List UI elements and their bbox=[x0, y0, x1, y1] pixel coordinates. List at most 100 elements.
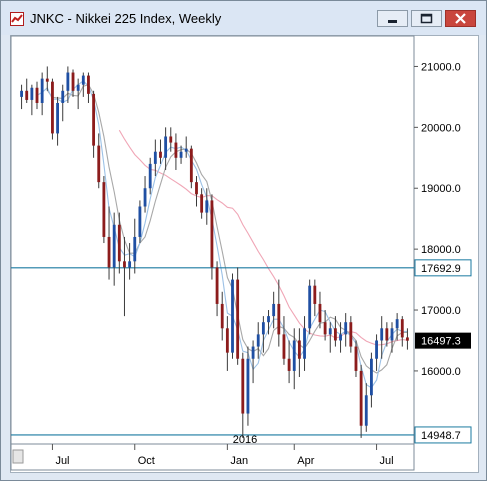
candle-body bbox=[169, 136, 173, 143]
candle-body bbox=[87, 75, 90, 94]
candle-body bbox=[261, 322, 265, 335]
candle-body bbox=[406, 337, 409, 341]
candle-body bbox=[344, 322, 348, 335]
horizontal-line-label-box bbox=[414, 426, 472, 444]
candle-body bbox=[45, 78, 49, 82]
candle-body bbox=[51, 81, 54, 134]
candle-body bbox=[56, 102, 60, 134]
candle-body bbox=[189, 148, 193, 183]
candle-body bbox=[76, 84, 80, 91]
x-tick-label: Jan bbox=[230, 455, 248, 467]
candle-body bbox=[369, 358, 373, 396]
y-tick-label: 21000.0 bbox=[421, 61, 461, 73]
candle-body bbox=[159, 151, 162, 158]
maximize-button[interactable] bbox=[411, 10, 442, 27]
candle-body bbox=[390, 328, 394, 341]
candle-body bbox=[25, 90, 29, 100]
candle-body bbox=[30, 87, 34, 100]
candle-body bbox=[256, 334, 260, 347]
candle-body bbox=[66, 72, 70, 91]
candle-body bbox=[61, 90, 65, 103]
year-label: 2016 bbox=[233, 434, 257, 446]
candle-body bbox=[97, 145, 101, 183]
candle-body bbox=[303, 328, 306, 359]
candle-body bbox=[272, 303, 276, 317]
candle-body bbox=[380, 328, 384, 341]
candle-body bbox=[210, 200, 214, 268]
candle-body bbox=[123, 261, 126, 268]
candle-body bbox=[277, 303, 281, 335]
candle-body bbox=[225, 328, 229, 353]
candle-body bbox=[117, 224, 121, 262]
horizontal-line-label: 17692.9 bbox=[414, 259, 472, 277]
candle-body bbox=[179, 151, 183, 158]
candle-body bbox=[231, 279, 234, 353]
candle-body bbox=[40, 78, 44, 103]
candle-body bbox=[282, 334, 286, 359]
y-tick-label: 19000.0 bbox=[421, 183, 461, 195]
candle-body bbox=[323, 322, 327, 335]
candle-body bbox=[138, 206, 142, 237]
candle-body bbox=[328, 328, 332, 335]
candle-body bbox=[92, 93, 96, 146]
app-chart-icon bbox=[10, 12, 24, 26]
candle-body bbox=[400, 319, 404, 338]
candle-body bbox=[107, 236, 111, 268]
minimize-button[interactable] bbox=[377, 10, 408, 27]
horizontal-line-label: 14948.7 bbox=[414, 426, 472, 444]
candle-body bbox=[20, 90, 23, 97]
x-tick-label: Jul bbox=[380, 455, 394, 467]
candle-body bbox=[349, 322, 353, 347]
x-tick-label: Oct bbox=[138, 455, 155, 467]
horizontal-line-label-box bbox=[414, 259, 472, 277]
title-bar[interactable]: JNKC - Nikkei 225 Index, Weekly bbox=[1, 1, 486, 35]
close-icon bbox=[455, 13, 466, 24]
candle-body bbox=[133, 236, 137, 262]
candle-body bbox=[308, 285, 312, 329]
y-tick-label: 17000.0 bbox=[421, 305, 461, 317]
horizontal-line-value: 14948.7 bbox=[421, 430, 461, 442]
candle-body bbox=[395, 319, 399, 329]
candle-body bbox=[385, 328, 389, 341]
candle-body bbox=[195, 182, 198, 195]
candle-body bbox=[251, 346, 255, 359]
minimize-icon bbox=[388, 20, 397, 23]
candle-body bbox=[174, 142, 178, 158]
candle-body bbox=[153, 151, 157, 164]
x-tick-label: Apr bbox=[297, 455, 314, 467]
candle-body bbox=[375, 340, 378, 359]
y-tick-label: 16000.0 bbox=[421, 366, 461, 378]
moving-average-mid-line bbox=[46, 84, 408, 374]
time-scroll-handle bbox=[12, 449, 24, 464]
y-tick-label: 20000.0 bbox=[421, 122, 461, 134]
candle-body bbox=[143, 188, 147, 207]
candle-body bbox=[71, 72, 75, 91]
last-price-label: 16497.3 bbox=[415, 332, 471, 349]
last-price-box bbox=[415, 332, 471, 349]
window-title: JNKC - Nikkei 225 Index, Weekly bbox=[30, 11, 222, 26]
y-tick-label: 18000.0 bbox=[421, 244, 461, 256]
close-button[interactable] bbox=[445, 10, 476, 27]
candlestick-chart[interactable]: 21000.0 20000.0 19000.0 18000.0 17000.0 16000… bbox=[9, 34, 478, 472]
candle-body bbox=[164, 136, 168, 158]
candle-body bbox=[318, 303, 322, 323]
candle-body bbox=[287, 358, 291, 371]
candle-body bbox=[241, 358, 245, 414]
candle-body bbox=[354, 346, 358, 371]
candle-body bbox=[148, 163, 152, 189]
x-tick-label: Jul bbox=[55, 455, 69, 467]
candle-body bbox=[292, 340, 296, 371]
candle-body bbox=[364, 395, 368, 426]
maximize-icon bbox=[420, 13, 433, 24]
candle-body bbox=[236, 279, 240, 359]
candle-body bbox=[246, 358, 250, 414]
time-axis bbox=[10, 443, 415, 471]
last-price-value: 16497.3 bbox=[421, 336, 461, 348]
candle-body bbox=[35, 87, 39, 103]
candle-body bbox=[267, 316, 270, 323]
candle-body bbox=[220, 303, 224, 329]
candle-body bbox=[313, 285, 317, 304]
candle-body bbox=[333, 328, 337, 341]
candle-body bbox=[112, 224, 116, 268]
moving-average-long-line bbox=[118, 129, 408, 346]
